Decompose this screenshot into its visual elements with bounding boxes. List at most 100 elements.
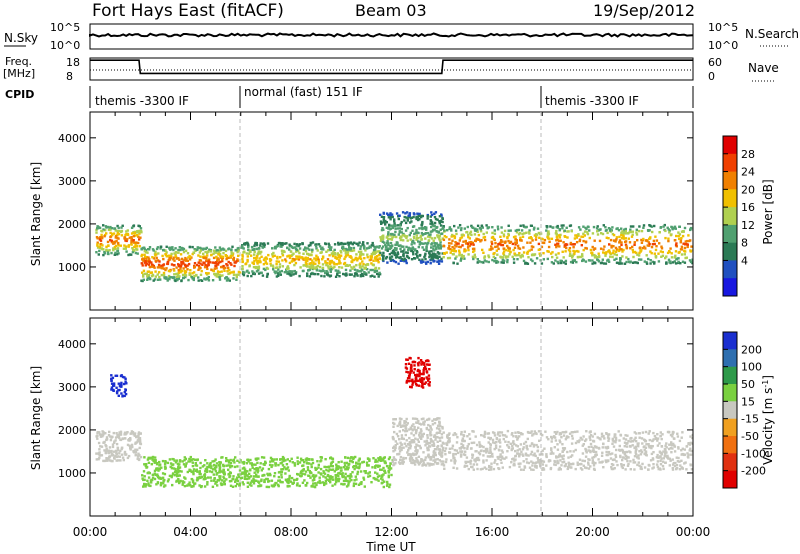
echo-cell <box>493 447 496 451</box>
echo-cell <box>642 224 646 227</box>
echo-cell <box>670 443 673 446</box>
echo-cell <box>558 245 561 248</box>
echo-cell <box>432 254 436 257</box>
echo-cell <box>556 260 559 264</box>
echo-cell <box>346 456 350 460</box>
echo-cell <box>571 256 574 259</box>
echo-cell <box>95 452 98 455</box>
echo-cell <box>472 463 475 466</box>
echo-cell <box>585 247 588 250</box>
echo-cell <box>469 462 472 465</box>
echo-cell <box>399 461 402 465</box>
echo-cell <box>241 467 245 470</box>
echo-cell <box>494 444 498 447</box>
echo-cell <box>186 484 189 487</box>
echo-cell <box>495 436 498 440</box>
echo-cell <box>434 458 437 461</box>
echo-cell <box>307 474 310 477</box>
echo-cell <box>611 458 615 462</box>
echo-cell <box>253 467 256 471</box>
echo-cell <box>560 224 563 227</box>
echo-cell <box>358 463 362 466</box>
echo-cell <box>288 474 291 478</box>
echo-cell <box>338 271 341 274</box>
echo-cell <box>661 464 665 468</box>
echo-cell <box>439 240 442 244</box>
echo-cell <box>108 249 111 252</box>
echo-cell <box>564 259 568 263</box>
echo-cell <box>594 461 597 465</box>
echo-cell <box>246 477 249 481</box>
echo-cell <box>353 268 357 271</box>
echo-cell <box>289 270 292 273</box>
echo-cell <box>148 258 151 261</box>
echo-cell <box>184 457 188 461</box>
echo-cell <box>238 473 241 476</box>
echo-cell <box>257 250 260 253</box>
echo-cell <box>382 228 385 231</box>
echo-cell <box>318 265 322 269</box>
echo-cell <box>146 248 150 251</box>
echo-cell <box>199 485 203 489</box>
echo-cell <box>114 251 117 255</box>
echo-cell <box>119 449 122 453</box>
echo-cell <box>97 253 100 256</box>
echo-cell <box>352 456 355 459</box>
echo-cell <box>249 462 252 465</box>
echo-cell <box>327 470 330 473</box>
echo-cell <box>490 242 494 245</box>
echo-cell <box>643 466 647 469</box>
echo-cell <box>418 212 421 216</box>
echo-cell <box>199 255 202 258</box>
echo-cell <box>129 445 133 449</box>
echo-cell <box>109 459 112 462</box>
echo-cell <box>356 259 359 262</box>
echo-cell <box>321 481 324 484</box>
echo-cell <box>686 239 689 243</box>
echo-cell <box>598 255 601 259</box>
echo-cell <box>601 232 605 236</box>
echo-cell <box>252 480 255 483</box>
echo-cell <box>260 250 263 254</box>
echo-cell <box>689 463 692 466</box>
echo-cell <box>525 446 528 449</box>
echo-cell <box>622 451 625 454</box>
echo-cell <box>170 467 174 470</box>
echo-cell <box>289 250 293 253</box>
echo-cell <box>377 479 380 482</box>
echo-cell <box>636 253 639 256</box>
echo-cell <box>476 228 479 231</box>
echo-cell <box>315 483 318 487</box>
echo-cell <box>536 449 540 452</box>
echo-cell <box>452 466 455 469</box>
echo-cell <box>435 246 438 249</box>
echo-cell <box>387 213 390 217</box>
echo-cell <box>459 237 462 240</box>
echo-cell <box>470 233 473 237</box>
echo-cell <box>142 275 145 278</box>
echo-cell <box>559 239 562 242</box>
echo-cell <box>575 249 579 253</box>
echo-cell <box>229 464 232 467</box>
echo-cell <box>206 483 209 486</box>
echo-cell <box>260 255 263 258</box>
echo-cell <box>351 243 355 246</box>
echo-cell <box>689 453 693 456</box>
echo-cell <box>432 259 435 262</box>
echo-cell <box>400 245 404 248</box>
echo-cell <box>449 251 452 254</box>
echo-cell <box>175 251 178 254</box>
echo-cell <box>483 432 487 436</box>
echo-cell <box>350 266 353 269</box>
echo-cell <box>108 446 112 449</box>
echo-cell <box>458 251 461 254</box>
echo-cell <box>493 232 497 235</box>
echo-cell <box>390 255 394 258</box>
echo-cell <box>538 439 541 442</box>
echo-cell <box>587 259 591 262</box>
echo-cell <box>153 266 156 269</box>
echo-cell <box>264 261 267 264</box>
echo-cell <box>272 485 276 488</box>
echo-cell <box>177 469 180 472</box>
echo-cell <box>512 457 515 460</box>
